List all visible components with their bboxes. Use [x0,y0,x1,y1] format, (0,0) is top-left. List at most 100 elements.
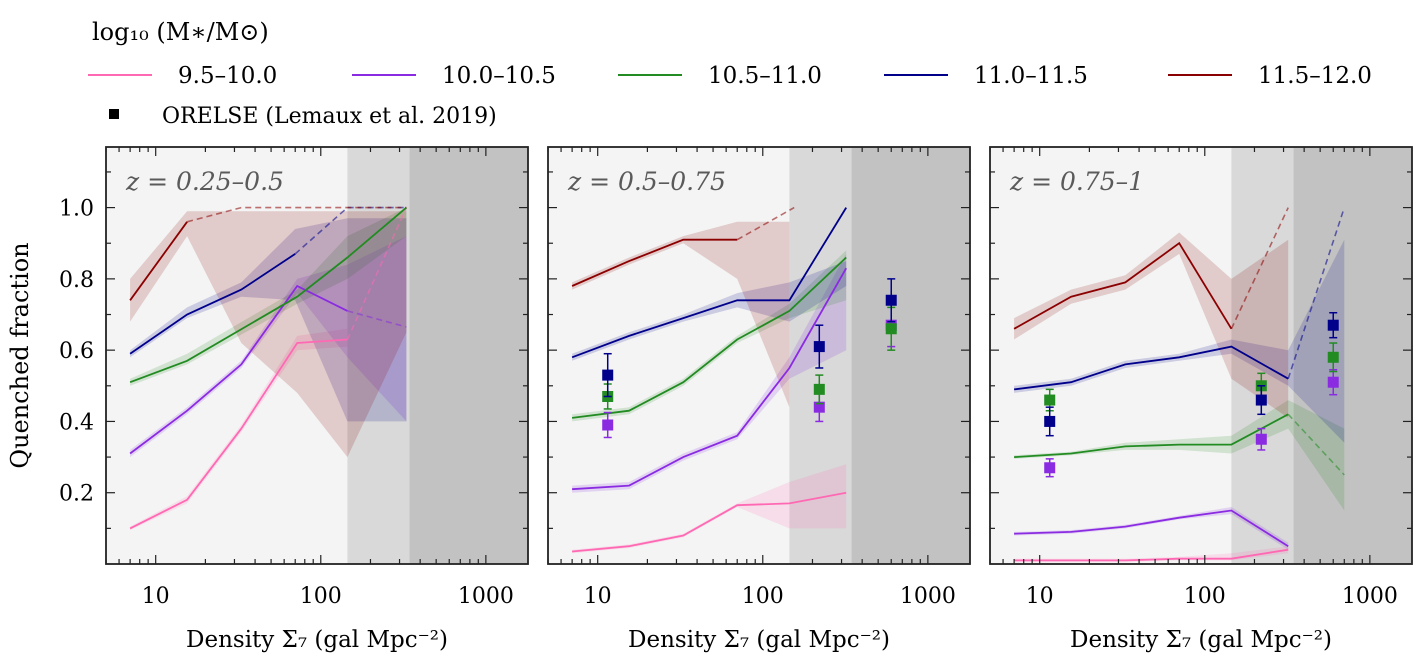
x-axis-label: Density Σ₇ (gal Mpc⁻²) [628,627,890,653]
legend-label-5: 11.5–12.0 [1258,63,1372,89]
plot-frame [105,146,529,565]
x-tick-label: 1000 [900,584,956,609]
observation-marker [602,369,614,381]
y-tick-label: 0.4 [59,410,94,435]
band-1 [572,464,847,554]
series-line-2 [572,267,847,491]
series-line-1 [1014,548,1289,562]
observation-point [1044,406,1056,437]
observation-point [813,324,825,369]
x-axis-label: Density Σ₇ (gal Mpc⁻²) [186,627,448,653]
plot-content [1013,207,1346,563]
observed-marker-icon [109,109,119,119]
band-5 [130,211,407,458]
observation-marker [813,383,825,395]
observation-marker [1044,462,1056,474]
panel-2: 10 100 1000 z = 0.5–0.75 Density Σ₇ (gal Mpc… [547,146,971,653]
series-line-3 [571,256,847,419]
observation-marker [1327,376,1339,388]
x-axis-label: Density Σ₇ (gal Mpc⁻²) [1070,627,1332,653]
y-tick-label: 0.8 [59,268,94,293]
plot-content [129,206,408,531]
observation-point [1327,342,1339,373]
x-tick-label: 100 [300,584,342,609]
shaded-region-2 [409,147,528,564]
y-axis-label: Quenched fraction [6,242,34,468]
legend: log₁₀ (M∗/M⊙) 9.5–10.0 10.0–10.5 10.5–11.0… [88,18,1372,129]
legend-label-3: 10.5–11.0 [708,63,822,89]
series-line-3 [129,206,407,384]
observation-point [602,411,614,439]
series-dashed-3 [1287,413,1345,476]
series-line-4 [129,253,296,355]
band-2 [130,236,407,458]
observation-marker [602,419,614,431]
observation-marker [1327,351,1339,363]
legend-entries: 9.5–10.0 10.0–10.5 10.5–11.0 11.0–11.5 11.5–… [88,63,1372,89]
series-line-1 [129,338,348,530]
observation-point [1327,311,1339,339]
plot-frame [989,146,1413,565]
series-line-2 [129,284,348,455]
observation-point [1255,427,1267,451]
observation-marker [1255,394,1267,406]
series-line-4 [571,207,847,359]
series-dashed-4 [294,206,407,255]
plot-frame [547,146,971,565]
series-dashed-5 [736,206,795,241]
y-tick-label: 0.2 [59,482,94,507]
series-line-3 [1014,413,1289,458]
series-line-4 [1013,345,1289,391]
observation-marker [885,294,897,306]
x-tick-label: 10 [1026,584,1054,609]
series-line-5 [571,238,738,287]
observation-marker [1327,319,1339,331]
panel-title: z = 0.25–0.5 [125,167,284,196]
observation-point [1044,458,1056,478]
band-1 [130,328,348,531]
panel-1: 10 100 1000 0.2 0.4 0.6 0.8 1.0 z = 0.25–0.5 Dens… [6,146,529,653]
plot-content [571,206,897,554]
observation-marker [813,401,825,413]
series-dashed-5 [186,206,407,223]
legend-label-2: 10.0–10.5 [442,63,556,89]
legend-title: log₁₀ (M∗/M⊙) [92,18,269,46]
series-dashed-5 [1230,207,1289,330]
y-tick-label: 1.0 [59,197,94,222]
x-tick-label: 10 [584,584,612,609]
band-4 [130,218,407,422]
series-dashed-2 [347,310,407,328]
observation-point [1255,385,1267,416]
shaded-region-2 [1293,147,1412,564]
series-line-5 [129,221,188,301]
x-tick-label: 100 [1184,584,1226,609]
band-5 [572,221,790,408]
panel-3: 10 100 1000 z = 0.75–1 Density Σ₇ (gal Mpc⁻²… [989,146,1413,653]
legend-label-1: 9.5–10.0 [178,63,277,89]
observation-marker [813,341,825,353]
panels: 10 100 1000 0.2 0.4 0.6 0.8 1.0 z = 0.25–0.5 Dens… [6,146,1413,653]
observation-point [602,352,614,398]
shaded-region-1 [347,147,410,564]
panel-title: z = 0.75–1 [1009,167,1144,196]
band-5 [1014,232,1289,418]
observation-point [885,278,897,323]
band-4 [572,261,847,361]
observation-point [813,374,825,405]
x-tick-label: 1000 [458,584,514,609]
series-line-2 [1014,509,1289,547]
observation-marker [1255,433,1267,445]
x-tick-label: 100 [742,584,784,609]
series-line-1 [572,491,847,553]
legend-observed-label: ORELSE (Lemaux et al. 2019) [162,104,497,129]
observation-marker [885,323,897,335]
series-dashed-1 [346,207,408,340]
observation-marker [1044,394,1056,406]
series-dashed-4 [1287,207,1346,379]
x-tick-label: 1000 [1342,584,1398,609]
legend-label-4: 11.0–11.5 [974,63,1088,89]
x-tick-label: 10 [142,584,170,609]
panel-title: z = 0.5–0.75 [567,167,726,196]
observation-marker [1044,415,1056,427]
